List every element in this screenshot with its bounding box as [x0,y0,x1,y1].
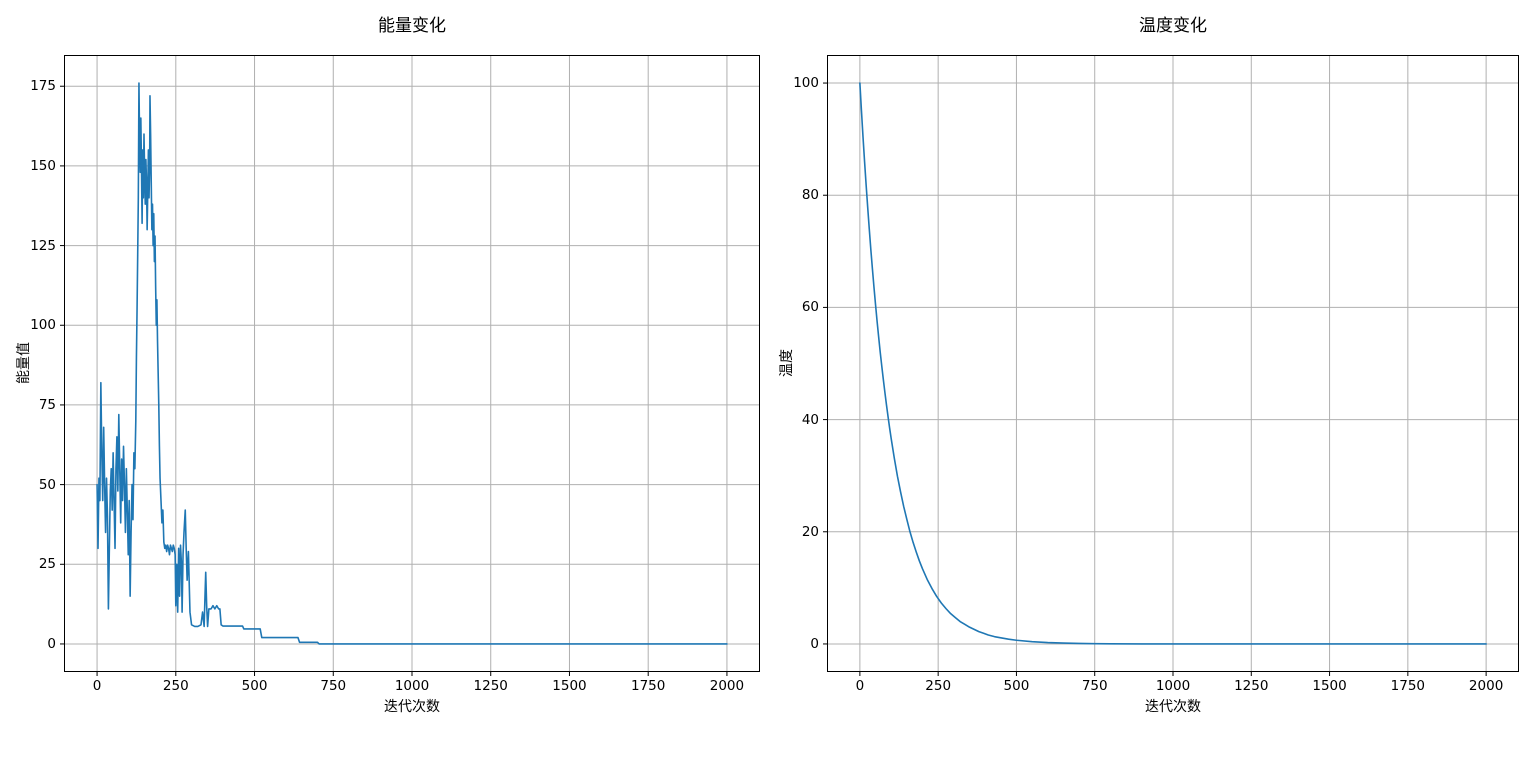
x-tick-label: 1000 [1155,678,1191,694]
temperature-y-axis-label: 温度 [779,349,795,377]
x-tick-label: 1750 [631,678,666,694]
energy-x-axis-label: 迭代次数 [384,699,440,715]
y-tick-label: 100 [30,317,56,334]
y-tick-label: 75 [38,396,56,413]
x-tick-label: 1500 [552,678,587,694]
y-tick-label: 125 [30,237,56,254]
x-tick-label: 500 [241,678,268,694]
x-tick-label: 1500 [1312,678,1347,694]
x-tick-label: 2000 [709,678,745,694]
x-tick-label: 0 [855,678,865,694]
x-tick-label: 250 [925,678,952,694]
y-tick-label: 60 [801,299,819,316]
x-tick-label: 1250 [473,678,508,694]
energy-chart-title: 能量变化 [378,16,446,36]
y-tick-label: 0 [810,635,819,652]
x-tick-label: 750 [320,678,347,694]
plot-svg [60,55,760,676]
temperature-x-axis-label: 迭代次数 [1145,699,1201,715]
y-tick-label: 40 [801,411,819,428]
energy-data-line [96,82,728,645]
x-tick-label: 1000 [394,678,430,694]
y-tick-label: 100 [793,75,819,92]
plot-svg [823,55,1519,676]
temperature-plot-area [823,55,1519,676]
x-tick-label: 2000 [1468,678,1504,694]
y-tick-label: 80 [801,187,819,204]
y-tick-label: 20 [801,523,819,540]
y-tick-label: 25 [38,556,56,573]
axes-spines [64,55,760,672]
y-tick-label: 50 [38,476,56,493]
y-tick-label: 150 [30,157,56,174]
energy-plot-area [60,55,760,676]
x-tick-label: 250 [162,678,189,694]
axes-spines [827,55,1519,672]
x-tick-label: 500 [1003,678,1030,694]
x-tick-label: 1750 [1390,678,1426,694]
y-tick-label: 0 [47,635,56,652]
temperature-data-line [859,82,1487,645]
x-tick-label: 1250 [1234,678,1269,694]
x-tick-label: 0 [92,678,102,694]
x-tick-label: 750 [1081,678,1108,694]
temperature-chart-title: 温度变化 [1139,16,1207,36]
y-tick-label: 175 [30,78,56,95]
